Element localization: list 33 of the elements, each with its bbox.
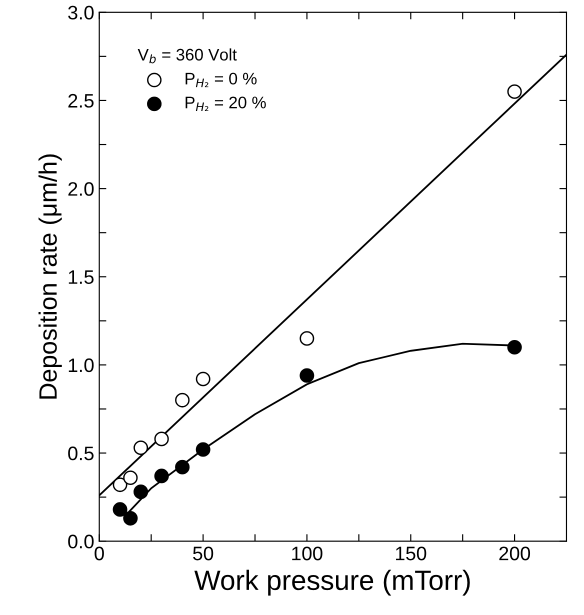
x-tick-label: 0 bbox=[94, 546, 104, 560]
text: 0.0 bbox=[68, 534, 94, 548]
x-tick-label: 200 bbox=[499, 546, 530, 560]
point bbox=[154, 432, 169, 446]
point bbox=[134, 440, 148, 456]
point bbox=[175, 392, 190, 408]
y-tick-label: 1.5 bbox=[68, 270, 94, 284]
legend-title: V$_{b}$ = 360 Volt bbox=[138, 48, 237, 64]
point bbox=[196, 442, 210, 457]
x-tick-label: 100 bbox=[292, 546, 322, 560]
point bbox=[123, 510, 138, 526]
x-tick-label: 150 bbox=[396, 546, 426, 560]
point bbox=[300, 368, 314, 383]
point bbox=[154, 468, 169, 484]
point bbox=[134, 484, 148, 500]
point bbox=[112, 502, 128, 517]
y-tick-label: 2.0 bbox=[68, 182, 94, 196]
point bbox=[300, 331, 314, 346]
point bbox=[507, 84, 522, 99]
point bbox=[112, 478, 128, 492]
point bbox=[123, 470, 138, 486]
x-axis-title: Work pressure (mTorr) bbox=[194, 570, 470, 596]
x-tick-label: 50 bbox=[193, 546, 214, 560]
point bbox=[196, 372, 210, 386]
y-tick-label: 1.0 bbox=[68, 358, 94, 372]
legend-label: P$_{H₂}$ = 0 % bbox=[186, 72, 257, 88]
y-tick-label: 0.5 bbox=[68, 446, 94, 460]
point bbox=[175, 460, 190, 474]
y-axis-title: Deposition rate (μm/h) bbox=[38, 154, 62, 399]
point bbox=[507, 340, 522, 355]
legend-label: P$_{H₂}$ = 20 % bbox=[186, 96, 266, 112]
y-tick-label: 2.5 bbox=[68, 94, 94, 108]
y-tick-label: 3.0 bbox=[68, 6, 94, 20]
